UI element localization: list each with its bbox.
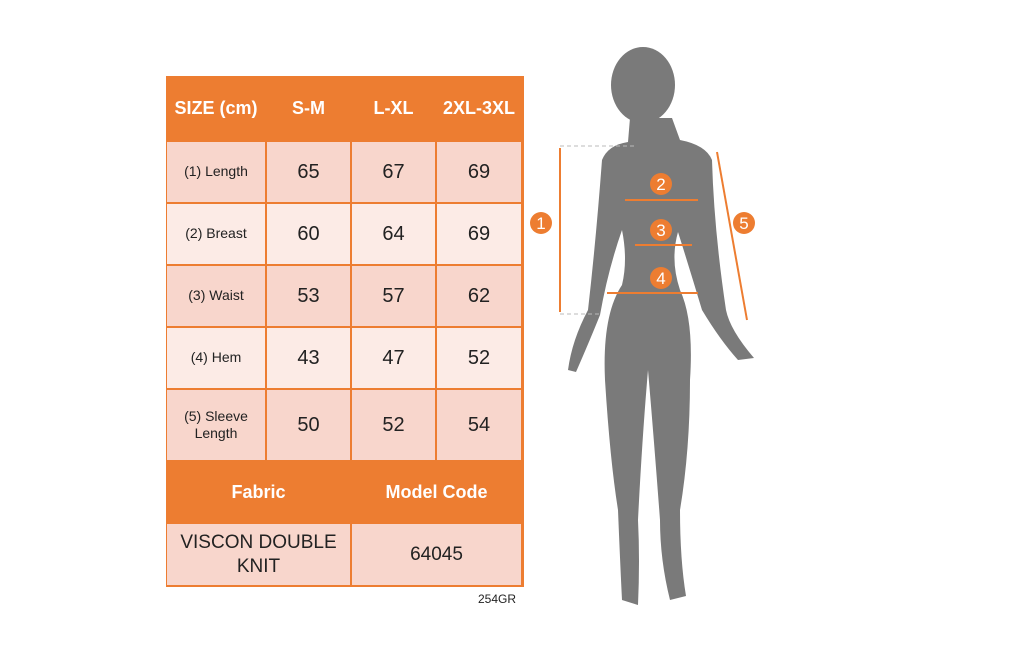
size-value: 57	[352, 266, 435, 326]
product-code: 254GR	[478, 592, 517, 606]
header-cell: SIZE (cm)	[174, 98, 258, 119]
marker-circle	[530, 212, 552, 234]
marker-number: 5	[739, 214, 748, 233]
marker-circle	[650, 267, 672, 289]
fabric-value: VISCON DOUBLE KNIT	[167, 524, 350, 585]
header-cell: S-M	[292, 98, 325, 119]
size-value: 62	[437, 266, 521, 326]
size-value: 52	[437, 328, 521, 388]
size-chart-table: SIZE (cm) S-M L-XL 2XL-3XL (1) Length 65 67 69 (…	[166, 76, 524, 587]
row-label: (5) Sleeve Length	[167, 390, 265, 460]
row-label: (3) Waist	[167, 266, 265, 326]
header-cell: L-XL	[373, 98, 414, 119]
size-value: 52	[352, 390, 435, 460]
size-value: 69	[437, 204, 521, 264]
size-value: 64	[352, 204, 435, 264]
size-value: 50	[267, 390, 350, 460]
guide-lines	[560, 145, 635, 315]
size-value: 54	[437, 390, 521, 460]
marker-number: 4	[656, 269, 665, 288]
marker-circle	[733, 212, 755, 234]
header-cell: 2XL-3XL	[442, 98, 516, 119]
model-code-value: 64045	[352, 524, 521, 585]
size-value: 53	[267, 266, 350, 326]
row-label: (1) Length	[167, 142, 265, 202]
body-silhouette-figure: 1 2 3 4 5	[530, 47, 755, 605]
marker-number: 1	[536, 214, 545, 233]
model-code-header: Model Code	[385, 481, 488, 502]
marker-number: 2	[656, 175, 665, 194]
marker-number: 3	[656, 221, 665, 240]
marker-circle	[650, 219, 672, 241]
measure-lines	[559, 148, 748, 321]
size-value: 67	[352, 142, 435, 202]
marker-circle	[650, 173, 672, 195]
row-label: (2) Breast	[167, 204, 265, 264]
size-value: 65	[267, 142, 350, 202]
size-value: 47	[352, 328, 435, 388]
silhouette	[568, 47, 754, 605]
size-value: 43	[267, 328, 350, 388]
fabric-header: Fabric	[231, 481, 286, 502]
size-value: 69	[437, 142, 521, 202]
size-value: 60	[267, 204, 350, 264]
row-label: (4) Hem	[167, 328, 265, 388]
